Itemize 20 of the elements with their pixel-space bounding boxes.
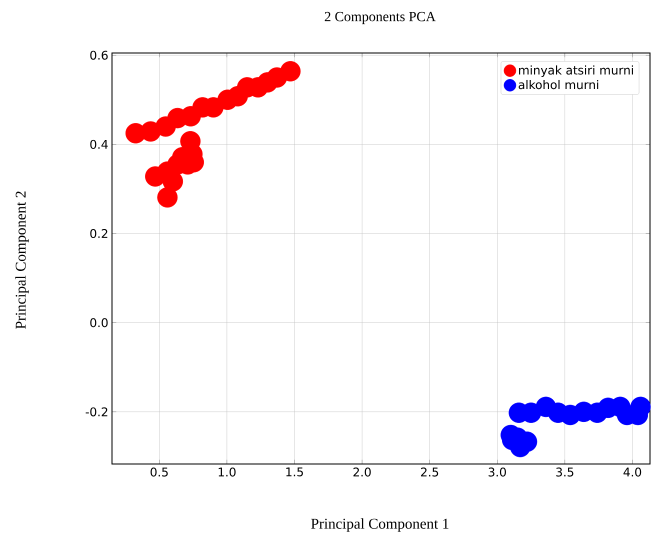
x-tick-label: 0.5 [150,468,168,477]
x-tick-label: 1.5 [286,468,303,476]
y-tick-label: 0.0 [90,318,108,328]
x-tick-label: 3.0 [488,468,506,477]
legend-label: minyak atsiri murni [519,65,633,77]
y-tick-label: 0.4 [90,140,108,149]
legend-label: alkohol murni [518,80,598,90]
chart-title: 2 Components PCA [324,12,436,24]
point [157,187,178,208]
point [280,61,301,82]
y-tick-label: 0.2 [90,229,108,238]
x-tick-label: 3.5 [556,468,574,477]
y-tick-label: -0.2 [86,407,108,416]
x-tick-label: 4.0 [624,468,642,477]
y-axis-title: Principal Component 2 [15,191,29,329]
x-axis-title: Principal Component 1 [311,518,448,532]
x-tick-label: 2.5 [421,468,438,477]
x-tick-label: 1.0 [218,468,236,477]
y-tick-label: 0.6 [90,50,108,60]
x-tick-label: 2.0 [353,468,371,477]
